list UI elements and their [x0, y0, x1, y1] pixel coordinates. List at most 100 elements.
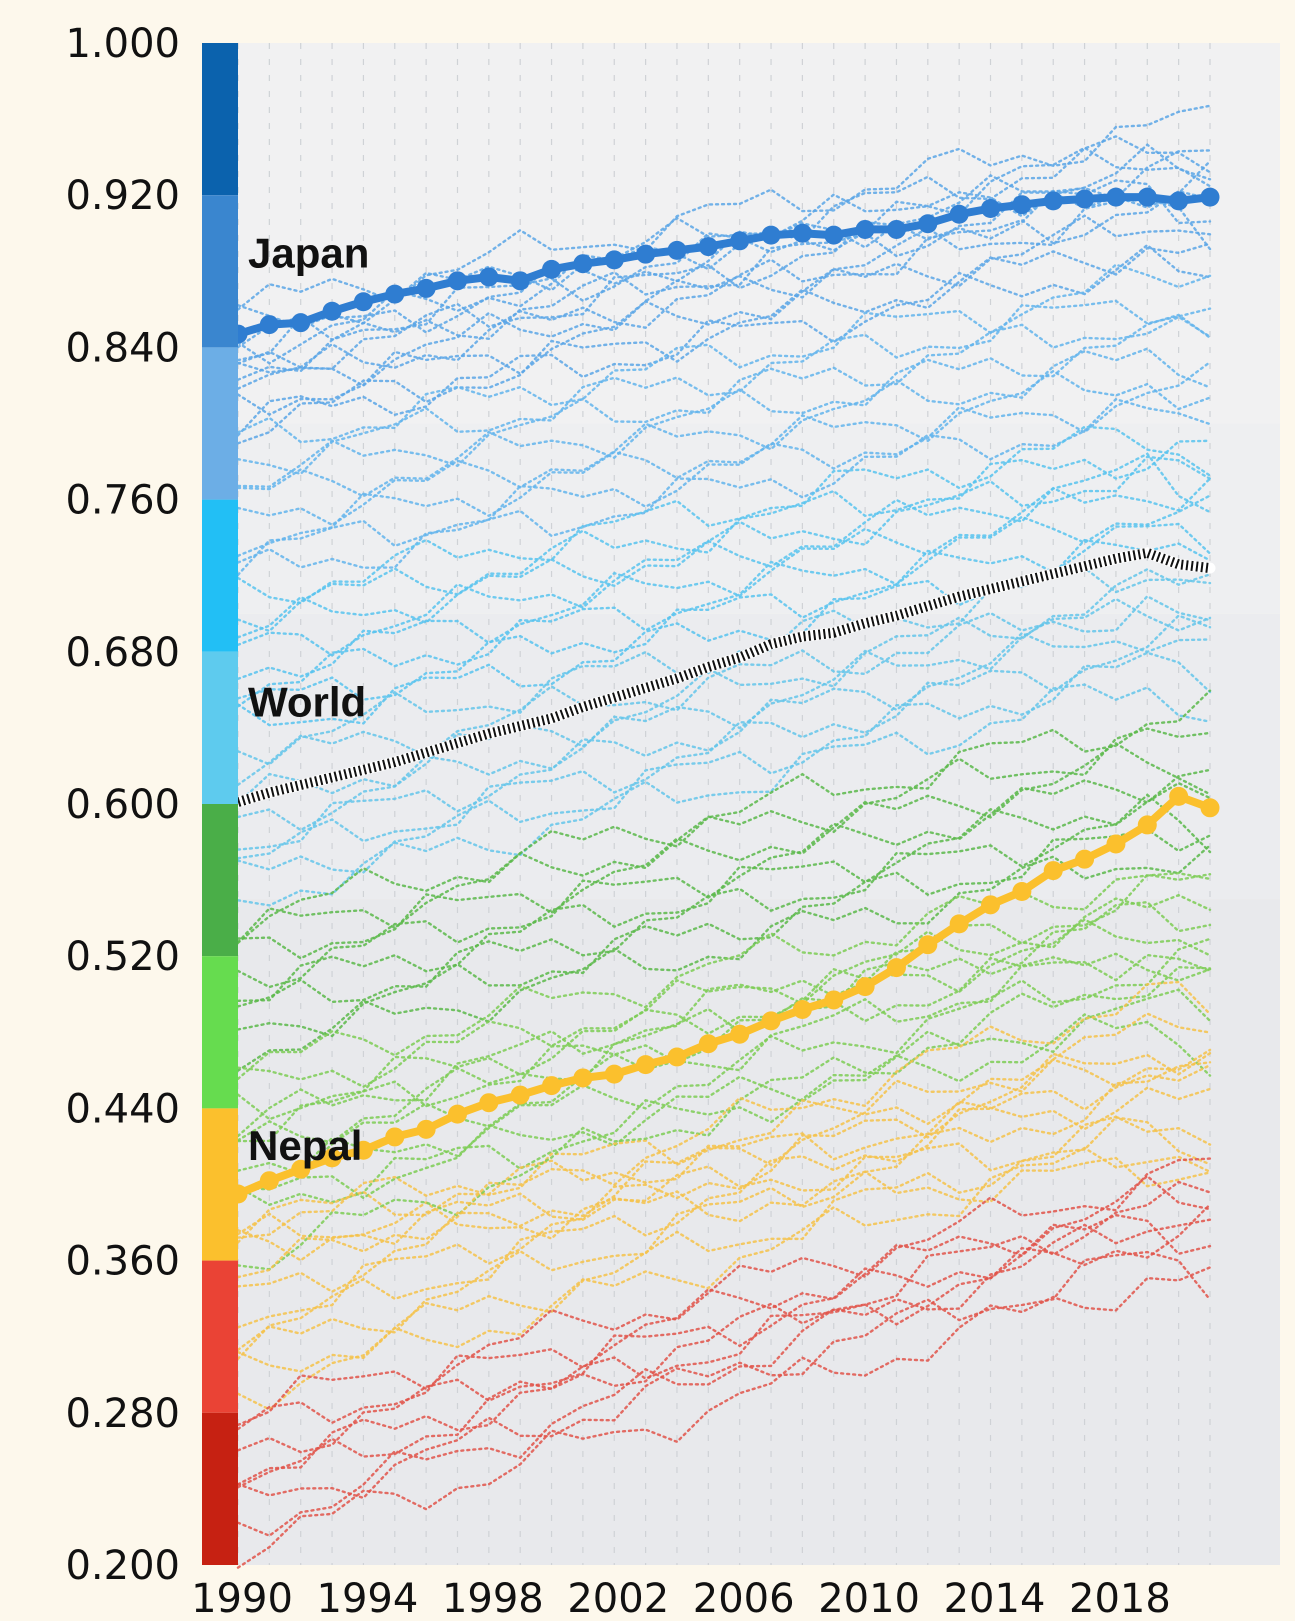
country-line — [236, 651, 1212, 874]
japan-point — [259, 315, 279, 335]
country-line — [236, 1174, 1212, 1431]
country-line — [236, 263, 1212, 444]
country-line — [236, 1203, 1212, 1486]
color-band — [202, 651, 238, 804]
country-line — [236, 781, 1212, 1002]
y-axis-tick-labels: 1.000 0.920 0.840 0.760 0.680 0.600 0.520 0.440… — [65, 21, 180, 1589]
country-line — [236, 1213, 1212, 1454]
country-line — [236, 871, 1212, 1080]
nepal-point — [1137, 815, 1157, 835]
y-tick-label: 0.520 — [65, 934, 180, 980]
nepal-point — [698, 1034, 718, 1054]
y-tick-label: 0.280 — [65, 1391, 180, 1437]
japan-point — [667, 240, 687, 260]
x-tick-label: 2010 — [818, 1576, 920, 1621]
country-line — [236, 953, 1212, 1143]
japan-point — [1075, 189, 1095, 209]
x-tick-label: 2002 — [567, 1576, 669, 1621]
nepal-point — [855, 977, 875, 997]
country-line — [236, 160, 1212, 381]
color-band — [202, 956, 238, 1109]
japan-point — [824, 225, 844, 245]
year-gridlines — [237, 43, 1211, 1565]
japan-point — [510, 271, 530, 291]
nepal-point — [447, 1104, 467, 1124]
highlighted-series — [228, 187, 1220, 1204]
nepal-point — [1012, 882, 1032, 902]
country-line — [236, 299, 1212, 476]
japan-point — [636, 244, 656, 264]
country-line — [236, 477, 1212, 680]
country-line — [236, 1052, 1212, 1329]
country-line — [236, 614, 1212, 860]
country-line — [236, 827, 1212, 1038]
japan-point — [353, 292, 373, 312]
nepal-point — [949, 914, 969, 934]
japan-point — [542, 259, 562, 279]
japan-point — [1137, 187, 1157, 207]
japan-point — [385, 284, 405, 304]
country-line — [236, 455, 1212, 639]
japan-point — [949, 204, 969, 224]
country-line — [236, 1116, 1212, 1246]
country-line — [236, 988, 1212, 1200]
country-line — [236, 198, 1212, 388]
y-tick-label: 1.000 — [65, 21, 180, 67]
country-line — [236, 425, 1212, 605]
japan-point — [1169, 191, 1189, 211]
color-band — [202, 1108, 238, 1261]
series-label-world: World — [248, 678, 366, 725]
nepal-point — [1075, 849, 1095, 869]
nepal-point — [636, 1055, 656, 1075]
nepal-point — [510, 1085, 530, 1105]
y-tick-label: 0.840 — [65, 325, 180, 371]
y-tick-label: 0.760 — [65, 478, 180, 524]
color-band — [202, 43, 238, 196]
country-line — [236, 1157, 1212, 1427]
country-line — [236, 242, 1212, 445]
x-tick-label: 1994 — [317, 1576, 419, 1621]
japan-point — [698, 237, 718, 257]
country-line — [236, 900, 1212, 1144]
japan-point — [447, 271, 467, 291]
japan-point — [792, 223, 812, 243]
country-line — [236, 965, 1212, 1271]
country-line — [236, 439, 1212, 633]
country-line — [236, 1266, 1212, 1569]
country-line — [236, 1146, 1212, 1411]
country-line — [236, 1061, 1212, 1351]
nepal-point — [1043, 861, 1063, 881]
nepal-point — [918, 935, 938, 955]
nepal-point — [667, 1047, 687, 1067]
country-line — [236, 952, 1212, 1175]
japan-point — [1012, 195, 1032, 215]
x-tick-label: 1990 — [191, 1576, 293, 1621]
country-line — [236, 893, 1212, 1089]
y-tick-label: 0.200 — [65, 1543, 180, 1589]
country-line — [236, 149, 1212, 362]
country-line — [236, 347, 1212, 527]
nepal-point — [479, 1093, 499, 1113]
japan-point — [981, 199, 1001, 219]
nepal-point — [1169, 786, 1189, 806]
y-tick-label: 0.360 — [65, 1239, 180, 1285]
y-tick-label: 0.680 — [65, 630, 180, 676]
country-line — [236, 631, 1212, 851]
world-line — [236, 547, 1211, 807]
japan-point — [1200, 187, 1220, 207]
country-line — [236, 494, 1212, 708]
japan-point — [291, 313, 311, 333]
x-tick-label: 2006 — [693, 1576, 795, 1621]
color-band — [202, 347, 238, 500]
japan-point — [1106, 187, 1126, 207]
country-line — [236, 844, 1212, 1072]
plot-background — [238, 43, 1280, 1565]
nepal-point — [730, 1024, 750, 1044]
nepal-point — [981, 895, 1001, 915]
color-band — [202, 195, 238, 348]
country-line — [236, 1156, 1212, 1262]
country-line — [236, 1048, 1212, 1239]
country-line — [236, 1013, 1212, 1207]
nepal-point — [761, 1011, 781, 1031]
